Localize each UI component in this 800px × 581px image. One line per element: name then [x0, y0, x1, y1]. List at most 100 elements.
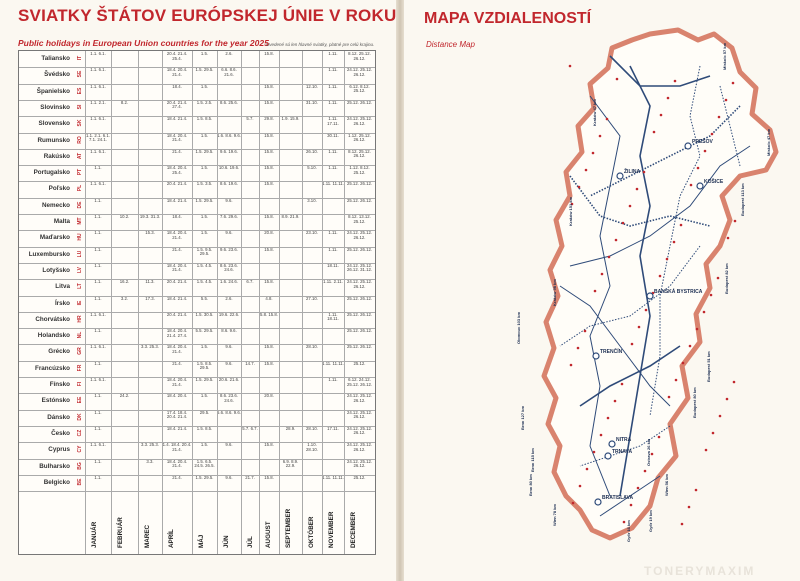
holiday-dates-cell: 15.8. — [264, 475, 274, 480]
holiday-dates-cell: 1.1. 6.1. — [90, 312, 106, 317]
holiday-dates-cell: 24.12. 25.12. 26.12. 31.12. — [346, 263, 373, 273]
holiday-dates-cell: 20.4. 21.4. — [166, 182, 188, 187]
distance-marker — [665, 257, 669, 261]
book-gutter — [396, 0, 404, 581]
distance-marker — [716, 276, 720, 280]
road-line — [579, 425, 671, 467]
distance-marker — [621, 221, 625, 225]
holiday-dates-cell: 1.5. 29.5. — [195, 475, 214, 480]
holiday-dates-cell: 1.11. 2.11. — [323, 280, 343, 285]
column-divider — [302, 51, 303, 554]
holiday-dates-cell: 23.10. — [306, 231, 318, 236]
holiday-dates-cell: 25.12. 26.12. — [346, 182, 373, 187]
distance-marker — [725, 397, 729, 401]
month-label: OKTÓBER — [308, 516, 315, 549]
holiday-dates-cell: 4.8. — [265, 296, 273, 301]
row-divider — [19, 474, 375, 476]
holiday-dates-cell: 1.5. — [200, 345, 209, 350]
city-marker: KOŠICE — [696, 177, 724, 190]
slovakia-outline — [541, 27, 779, 541]
distance-marker — [644, 308, 648, 312]
country-name: Luxembursko — [28, 250, 70, 258]
country-code: SE — [77, 70, 83, 78]
holiday-dates-cell: 9.6. — [225, 443, 233, 448]
country-name: Francúzsko — [35, 364, 70, 372]
border-distance-label: Ostrava 26 km — [646, 438, 651, 466]
country-name: Grécko — [48, 348, 70, 356]
holiday-dates-cell: 1.1. 6.1. — [90, 68, 106, 73]
distance-marker — [600, 272, 604, 276]
country-code: ES — [77, 87, 83, 94]
holiday-dates-cell: 1.1. — [94, 459, 102, 464]
country-code: BE — [77, 478, 83, 486]
month-label: NOVEMBER — [328, 511, 335, 548]
distance-marker — [585, 467, 589, 471]
holiday-dates-cell: 15.8. — [264, 280, 274, 285]
distance-marker — [591, 151, 595, 155]
country-name: Chorvátsko — [35, 315, 70, 323]
column-divider — [259, 51, 260, 554]
road-line — [559, 285, 671, 407]
country-name: Holandsko — [37, 332, 70, 340]
country-name: Estónsko — [41, 397, 70, 405]
holiday-dates-cell: 1.5. — [200, 84, 209, 89]
holiday-dates-cell: 3.10. — [307, 198, 317, 203]
column-divider — [217, 51, 218, 554]
holiday-dates-cell: 15.8. — [264, 361, 274, 366]
holiday-dates-cell: 1.1. — [94, 329, 102, 334]
distance-marker — [635, 187, 639, 191]
holiday-dates-cell: 1.11. 11.11. — [322, 182, 344, 187]
holiday-dates-cell: 1.12. 25.12. 26.12. — [348, 133, 371, 143]
holiday-dates-cell: 18.4. 20.4. 21.4. — [166, 231, 188, 240]
distance-marker — [709, 293, 713, 297]
holiday-dates-cell: 17.3. — [145, 296, 155, 301]
month-label: APRÍL — [168, 529, 175, 548]
holiday-dates-cell: 9.6. 19.6. — [220, 149, 238, 154]
city-label: TRENČÍN — [600, 347, 623, 355]
holiday-dates-cell: 25.12. 26.12. — [346, 247, 373, 252]
holiday-dates-cell: 1.5. 8.5. — [196, 117, 213, 122]
city-marker: ŽILINA — [616, 167, 640, 180]
holiday-dates-cell: 9.6. — [225, 361, 233, 366]
city-label: PREŠOV — [692, 137, 714, 145]
holiday-dates-cell: 1.1. 6.1. — [90, 443, 106, 448]
holiday-dates-cell: 8.6. 19.6. — [220, 182, 238, 187]
country-code: PL — [77, 185, 83, 192]
holiday-dates-cell: 1.5. — [200, 166, 209, 171]
distance-marker — [592, 450, 596, 454]
holiday-dates-cell: 2.6. — [225, 52, 233, 56]
holiday-dates-cell: 11.3. — [145, 280, 155, 285]
distance-marker — [667, 395, 671, 399]
holiday-dates-cell: 1.1. — [94, 361, 102, 366]
holiday-dates-cell: 28.10. — [306, 345, 318, 350]
row-divider — [19, 393, 375, 395]
country-name: Česko — [51, 429, 70, 437]
holiday-dates-cell: 17.4. 18.4. 20.4. 21.4. — [166, 410, 188, 420]
holiday-dates-cell: 5.6. 8.6. 9.6. — [217, 410, 241, 415]
country-name: Litva — [55, 283, 70, 291]
holiday-dates-cell: 25.12. 26.12. — [346, 345, 373, 350]
holiday-dates-cell: 1.1. 6.1. — [90, 52, 106, 56]
holiday-dates-cell: 8.6. 23.6. 24.6. — [220, 263, 238, 273]
holiday-dates-cell: 1.5. — [200, 215, 209, 219]
holiday-dates-cell: 1.11. — [328, 149, 338, 154]
holiday-dates-cell: 3.3. — [146, 459, 154, 464]
holiday-dates-cell: 1.5. 29.5. — [195, 149, 214, 154]
row-divider — [19, 328, 375, 330]
city-marker: BANSKÁ BYSTRICA — [646, 288, 703, 300]
holiday-dates-cell: 1.11. 11.11. — [322, 475, 344, 480]
holiday-dates-cell: 18.4. 20.4. 21.4. — [166, 263, 188, 273]
holiday-dates-cell: 15.8. — [264, 182, 274, 187]
road-line — [619, 65, 651, 497]
holiday-dates-cell: 24.12. 25.12. 26.12. — [346, 443, 373, 452]
holiday-dates-cell: 1.1. — [94, 215, 102, 219]
holiday-dates-cell: 1.11. — [328, 166, 338, 171]
country-code: SK — [77, 119, 83, 127]
country-code: LT — [77, 283, 83, 290]
country-code: CY — [77, 445, 83, 453]
country-code: PT — [77, 168, 83, 176]
row-divider — [19, 377, 375, 378]
distance-marker — [628, 204, 632, 208]
map-subtitle: Distance Map — [426, 40, 475, 49]
holiday-dates-cell: 10.6. 19.6. — [218, 166, 240, 171]
